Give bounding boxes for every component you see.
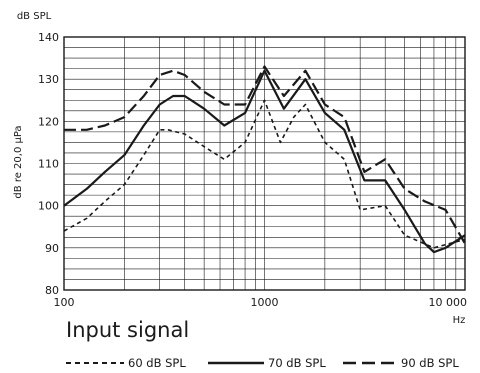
- x-axis-unit-label: Hz: [453, 315, 466, 326]
- legend-label-90-db: 90 dB SPL: [401, 356, 459, 370]
- legend-label-60-db: 60 dB SPL: [128, 356, 186, 370]
- legend-label-70-db: 70 dB SPL: [268, 356, 326, 370]
- plot-frame: [63, 36, 466, 291]
- y-tick-label: 130: [38, 73, 59, 86]
- y-axis-label: dB re 20,0 µPa: [13, 125, 24, 198]
- y-tick-label: 80: [45, 284, 59, 297]
- legend-title: Input signal: [66, 318, 190, 342]
- series-line-short: [63, 99, 466, 249]
- x-tick-label: 100: [54, 296, 75, 309]
- x-tick-label: 10 000: [429, 296, 468, 309]
- x-tick-label: 1000: [251, 296, 279, 309]
- series-line-long: [64, 65, 466, 245]
- axis-ticks: 80 90 100 110 120 130 140 100 1000 10 000: [38, 31, 467, 309]
- grid: [63, 36, 465, 291]
- legend-item-60-db: 60 dB SPL: [66, 356, 186, 370]
- legend-swatch-long-dash: [343, 361, 397, 365]
- y-tick-label: 90: [45, 242, 59, 255]
- y-tick-label: 140: [38, 31, 59, 44]
- legend-item-70-db: 70 dB SPL: [208, 356, 326, 370]
- legend-item-90-db: 90 dB SPL: [343, 356, 459, 370]
- legend-swatch-solid: [208, 361, 264, 365]
- series-lines: [63, 65, 466, 254]
- series-line-solid: [63, 69, 466, 254]
- y-tick-label: 100: [38, 200, 59, 213]
- y-axis-unit-label: dB SPL: [17, 11, 52, 22]
- legend-swatch-short-dash: [66, 362, 124, 364]
- y-tick-label: 110: [38, 158, 59, 171]
- y-tick-label: 120: [38, 115, 59, 128]
